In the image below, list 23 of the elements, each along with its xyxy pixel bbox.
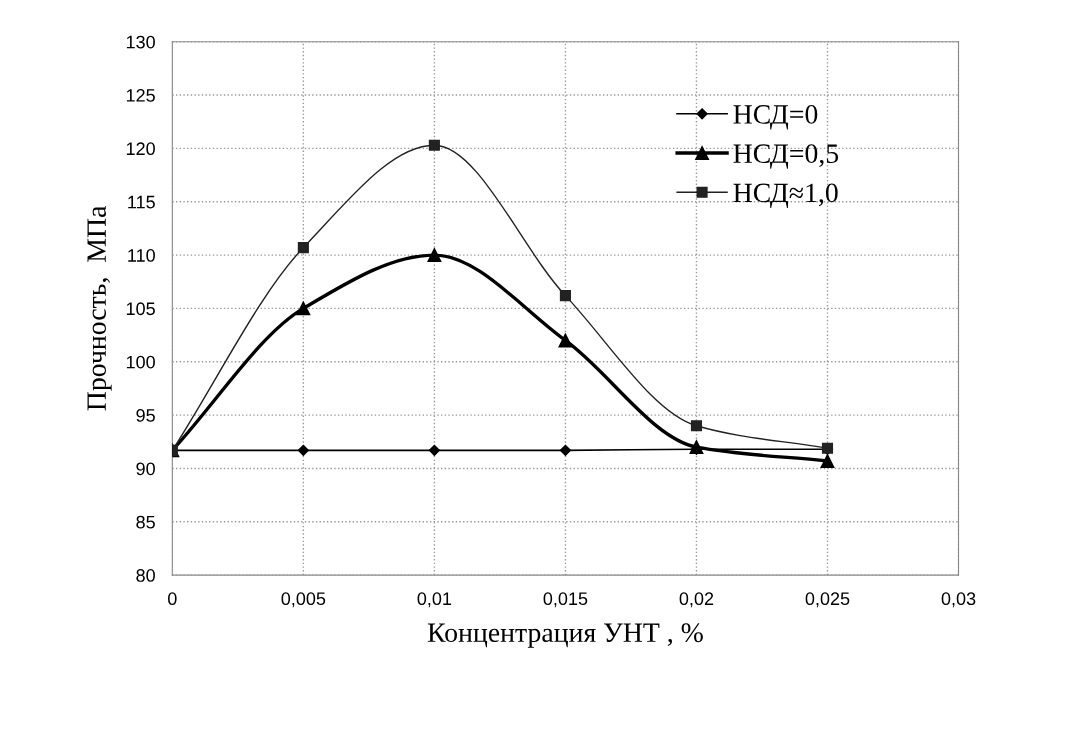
y-tick-label: 80 [136, 569, 155, 582]
legend-label: НСД≈1,0 [733, 183, 838, 208]
y-tick-label: 90 [136, 462, 155, 476]
y-tick-label: 130 [126, 35, 155, 49]
y-tick-label: 125 [126, 89, 155, 102]
x-tick-label: 0,03 [941, 592, 976, 608]
x-tick-label: 0,025 [805, 592, 850, 608]
y-tick-label: 110 [128, 249, 155, 262]
x-tick-label: 0 [168, 592, 177, 606]
legend-label: НСД=0 [733, 105, 818, 130]
x-tick-label: 0,02 [679, 592, 714, 608]
legend-label: НСД=0,5 [733, 144, 839, 169]
y-axis-title: Прочность, МПа [87, 206, 112, 411]
y-tick-label: 85 [136, 515, 155, 529]
y-tick-label: 100 [126, 355, 155, 369]
x-axis-title: Концентрация УНТ , % [427, 623, 703, 648]
x-tick-label: 0,005 [281, 592, 326, 608]
y-tick-label: 95 [136, 409, 155, 422]
y-tick-label: 115 [128, 195, 155, 209]
x-tick-label: 0,01 [417, 592, 452, 608]
x-tick-label: 0,015 [543, 592, 588, 608]
y-tick-label: 105 [126, 302, 155, 316]
y-tick-label: 120 [126, 142, 155, 156]
